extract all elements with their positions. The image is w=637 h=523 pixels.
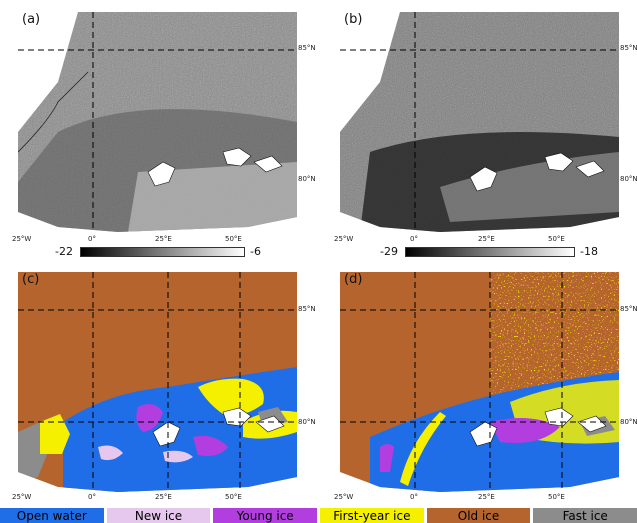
panel-d-lon-50e: 50°E xyxy=(548,493,565,501)
panel-a-label: (a) xyxy=(22,12,41,27)
legend-open-water-label: Open water xyxy=(16,508,87,523)
panel-c-lon-0: 0° xyxy=(88,493,96,501)
panel-c-lat-85: 85°N xyxy=(298,305,316,313)
legend-old-ice-label: Old ice xyxy=(457,508,500,523)
panel-c-label: (c) xyxy=(22,272,40,287)
panel-b-lon-25w: 25°W xyxy=(334,235,354,243)
panel-d-lon-0: 0° xyxy=(410,493,418,501)
panel-b-lon-50e: 50°E xyxy=(548,235,565,243)
panel-a-colorbar-min: -22 xyxy=(55,245,73,258)
panel-b-colorbar-gradient xyxy=(405,247,575,257)
panel-b-label: (b) xyxy=(344,12,363,27)
legend-fast-ice: Fast ice xyxy=(533,508,637,523)
legend-open-water: Open water xyxy=(0,508,104,523)
panel-c-classification-map xyxy=(18,272,297,492)
legend-fast-ice-label: Fast ice xyxy=(562,508,608,523)
ice-type-legend: Open water New ice Young ice First-year … xyxy=(0,508,637,523)
panel-b-sar-image xyxy=(340,12,619,232)
panel-d-classification-map xyxy=(340,272,619,492)
panel-c-lon-25e: 25°E xyxy=(155,493,172,501)
panel-a-lat-85: 85°N xyxy=(298,44,316,52)
panel-a-colorbar-gradient xyxy=(80,247,245,257)
panel-a-lat-80: 80°N xyxy=(298,175,316,183)
panel-c-lon-25w: 25°W xyxy=(12,493,32,501)
legend-first-year-ice-label: First-year ice xyxy=(333,508,411,523)
panel-b-lat-85: 85°N xyxy=(620,44,637,52)
legend-old-ice: Old ice xyxy=(426,508,531,523)
legend-new-ice-label: New ice xyxy=(134,508,183,523)
panel-b-lon-25e: 25°E xyxy=(478,235,495,243)
panel-a-lon-0: 0° xyxy=(88,235,96,243)
legend-young-ice-label: Young ice xyxy=(236,508,294,523)
panel-a-lon-25w: 25°W xyxy=(12,235,32,243)
panel-d-lat-80: 80°N xyxy=(620,418,637,426)
panel-b-lat-80: 80°N xyxy=(620,175,637,183)
panel-a-sar-image xyxy=(18,12,297,232)
panel-a-lon-25e: 25°E xyxy=(155,235,172,243)
panel-d-lon-25e: 25°E xyxy=(478,493,495,501)
panel-a-colorbar-max: -6 xyxy=(250,245,261,258)
legend-first-year-ice: First-year ice xyxy=(320,508,424,523)
panel-b-colorbar: -29 -18 xyxy=(380,245,610,259)
legend-young-ice: Young ice xyxy=(213,508,318,523)
panel-c-lon-50e: 50°E xyxy=(225,493,242,501)
legend-new-ice: New ice xyxy=(106,508,211,523)
panel-a-colorbar: -22 -6 xyxy=(55,245,275,259)
panel-b-colorbar-max: -18 xyxy=(580,245,598,258)
panel-c-lat-80: 80°N xyxy=(298,418,316,426)
panel-a-lon-50e: 50°E xyxy=(225,235,242,243)
panel-d-lon-25w: 25°W xyxy=(334,493,354,501)
panel-d-label: (d) xyxy=(344,272,363,287)
panel-d-lat-85: 85°N xyxy=(620,305,637,313)
panel-b-colorbar-min: -29 xyxy=(380,245,398,258)
panel-b-lon-0: 0° xyxy=(410,235,418,243)
